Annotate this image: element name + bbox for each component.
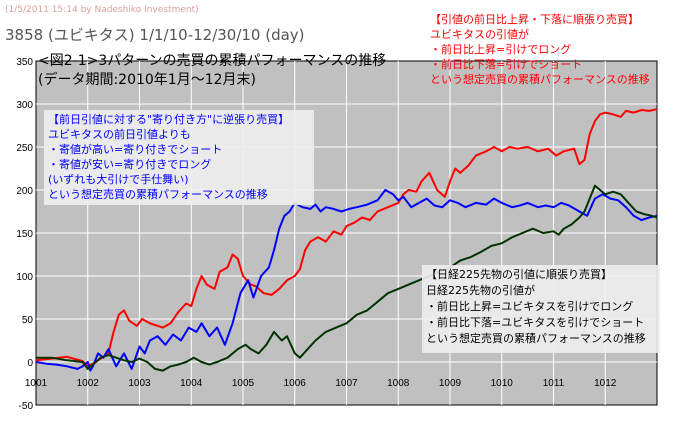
y-tick-label: 100 [16,272,33,283]
annotation-blue-line: (いずれも大引けで手仕舞い) [48,172,189,186]
x-tick-label: 1010 [491,378,514,389]
annotation-red-line: ユビキタスの引値が [430,27,529,41]
y-tick-label: -50 [19,401,34,412]
annotation-green-line: という想定売買の累積パフォーマンスの推移 [426,331,646,345]
y-tick-label: 200 [16,186,33,197]
x-tick-label: 1005 [232,378,255,389]
chart-title-line1: <図2-1>3パターンの売買の累積パフォーマンスの推移 [38,53,386,69]
annotation-blue-line: ユビキタスの前日引値よりも [48,127,191,141]
annotation-red-line: 【引値の前日比上昇・下落に順張り売買】 [430,12,639,26]
annotation-green-line: 【日経225先物の引値に順張り売買】 [426,267,612,281]
x-tick-label: 1011 [543,378,565,389]
annotation-blue-line: ・寄値が安い=寄り付きでロング [48,157,211,171]
y-tick-label: 0 [27,358,33,369]
annotation-green-line: ・前日比下落=ユビキタスを引けでショート [426,315,644,329]
annotation-blue-line: ・寄値が高い=寄り付きでショート [48,142,222,156]
annotation-blue-line: 【前日引値に対する"寄り付き方"に逆張り売買】 [48,112,289,126]
x-tick-label: 1001 [25,378,48,389]
chart-title-line2: (データ期間:2010年1月〜12月末) [38,71,256,88]
x-tick-label: 1006 [284,378,307,389]
watermark-text: (1/5/2011 15:14 by Nadeshiko Investment) [5,5,199,15]
annotation-green-line: ・前日比上昇=ユビキタスを引けでロング [426,299,633,313]
annotation-red-line: という想定売買の累積パフォーマンスの推移 [430,72,650,86]
annotation-green-line: 日経225先物の引値が [426,283,535,297]
x-tick-label: 1004 [180,378,203,389]
chart-subtitle: 3858 (ユビキタス) 1/1/10-12/30/10 (day) [5,26,305,44]
series-line-0 [35,108,658,368]
x-tick-label: 1003 [128,378,151,389]
x-tick-label: 1007 [335,378,358,389]
annotation-box-blue [44,110,314,205]
annotation-blue-line: という想定売買の累積パフォーマンスの推移 [48,187,268,201]
y-tick-label: 250 [16,143,33,154]
x-tick-label: 1002 [77,378,100,389]
series-line-2 [36,184,658,372]
x-tick-label: 1008 [387,378,410,389]
y-tick-label: 350 [16,57,33,68]
y-tick-label: 300 [16,100,33,111]
y-tick-label: 150 [16,229,33,240]
annotation-box-green [422,265,660,353]
x-tick-label: 1009 [439,378,462,389]
annotation-red-line: ・前日比下落=引けでショート [430,57,582,71]
annotation-layer: 【引値の前日比上昇・下落に順張り売買】ユビキタスの引値が・前日比上昇=引けでロン… [44,12,660,353]
annotation-red-line: ・前日比上昇=引けでロング [430,42,571,56]
x-tick-label: 1012 [594,378,617,389]
y-tick-label: 50 [22,315,34,326]
series-line-1 [35,189,658,372]
